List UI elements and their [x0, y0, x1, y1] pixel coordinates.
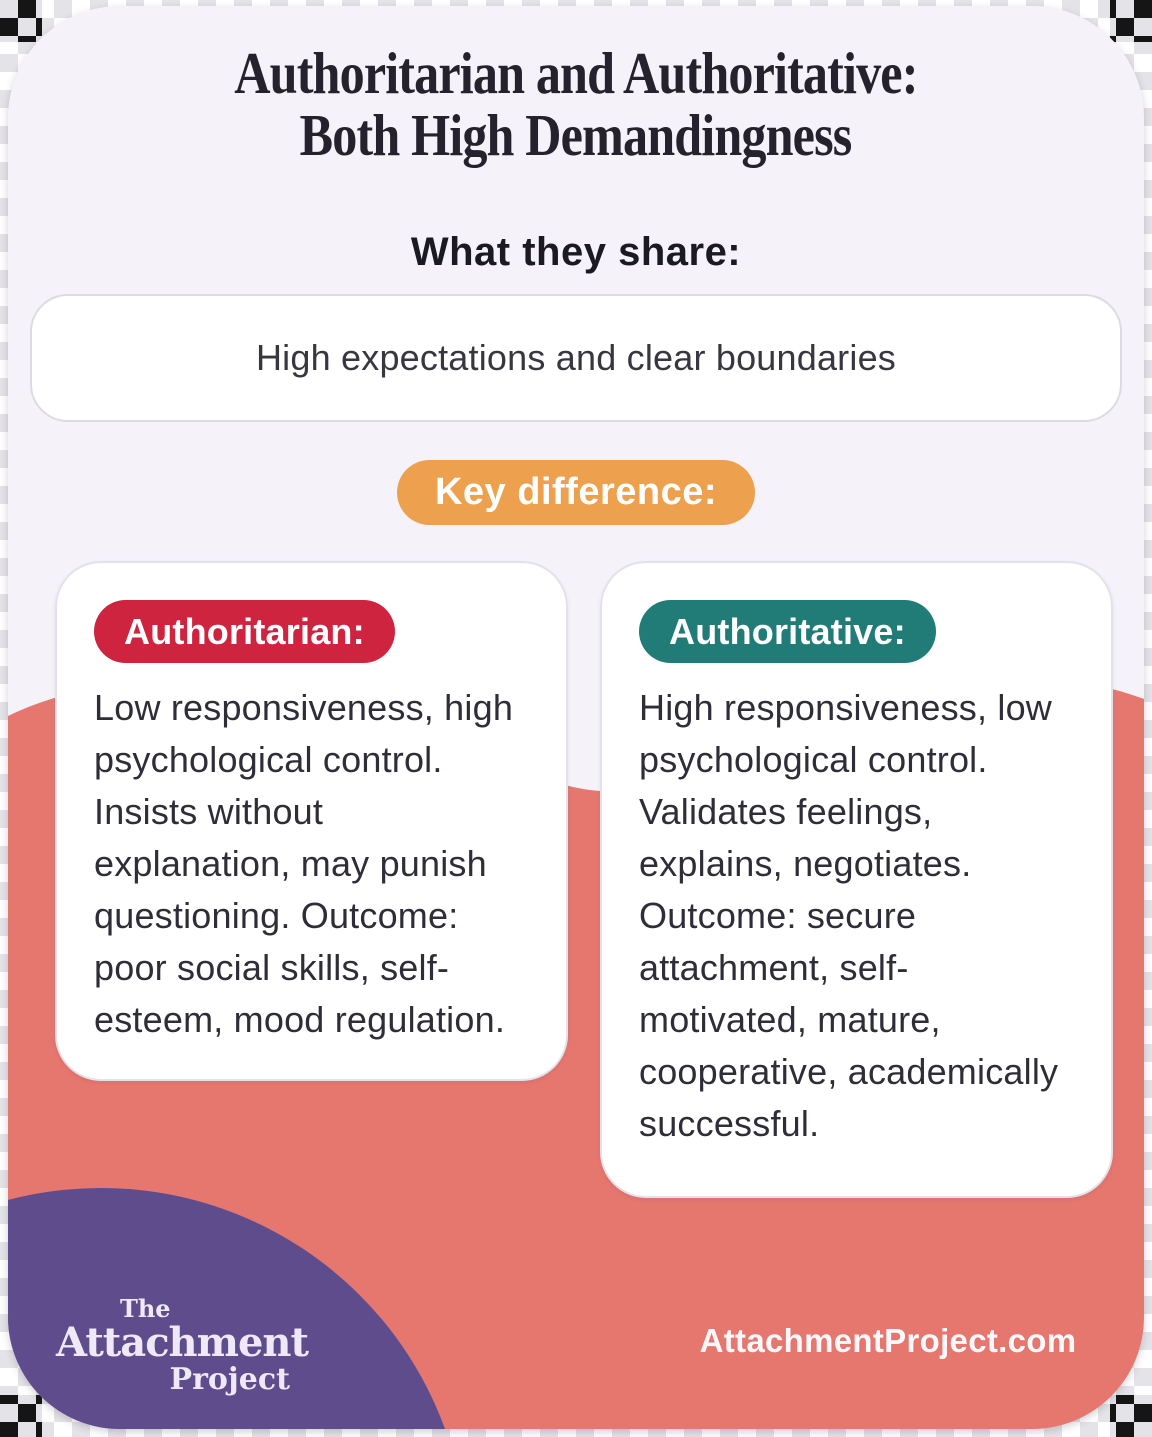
poster-title-line1: Authoritarian and Authoritative:	[234, 40, 918, 106]
logo-attachment: Attachment	[56, 1319, 309, 1366]
authoritarian-description: Low responsiveness, high psychological c…	[94, 687, 514, 1040]
transparency-corner-artifact	[0, 0, 42, 42]
share-box: High expectations and clear boundaries	[30, 294, 1122, 422]
share-heading: What they share:	[410, 230, 742, 274]
authoritarian-badge: Authoritarian:	[94, 600, 395, 663]
poster-content: Authoritarian and Authoritative: Both Hi…	[8, 6, 1144, 1429]
share-box-text: High expectations and clear boundaries	[255, 337, 896, 378]
website-url: AttachmentProject.com	[699, 1322, 1077, 1359]
poster-title: Authoritarian and Authoritative: Both Hi…	[8, 42, 1144, 166]
transparency-corner-artifact	[1110, 0, 1152, 42]
key-difference-badge: Key difference:	[396, 460, 756, 525]
authoritative-description: High responsiveness, low psychological c…	[639, 687, 1059, 1144]
infographic-poster: Authoritarian and Authoritative: Both Hi…	[8, 6, 1144, 1429]
authoritative-card: Authoritative: High responsiveness, low …	[600, 561, 1113, 1198]
logo-the: The	[120, 1294, 171, 1323]
key-difference-row: Key difference:	[8, 460, 1144, 525]
attachment-project-logo: The Attachment Project	[56, 1294, 309, 1397]
authoritative-badge: Authoritative:	[639, 600, 936, 663]
authoritarian-card: Authoritarian: Low responsiveness, high …	[55, 561, 568, 1081]
logo-project: Project	[169, 1362, 290, 1397]
poster-title-line2: Both High Demandingness	[300, 102, 853, 168]
